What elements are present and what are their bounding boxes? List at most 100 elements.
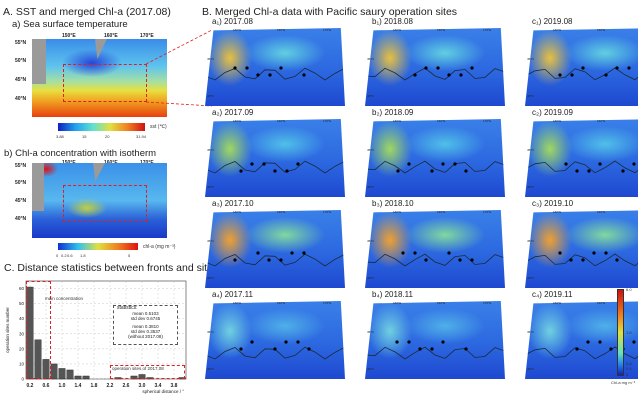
map-tick: 170°E [483,301,492,305]
map-tick: 40°N [367,367,374,371]
map-tick: 45°N [527,239,534,243]
y-tick-label: 10 [19,361,25,366]
operation-site [279,258,283,262]
map-tick: 170°E [483,28,492,32]
operation-site [441,162,445,166]
map-tick: 40°N [527,94,534,98]
operation-site [285,169,289,173]
front-contour [205,253,345,267]
operation-site [464,347,468,351]
map-tick: 40°N [207,185,214,189]
operation-site [256,73,260,77]
operation-site [447,251,451,255]
map-tick: 45°N [367,57,374,61]
front-contour [365,67,505,81]
cb-tick: 5 [128,253,131,258]
operation-site [424,258,428,262]
operation-site [632,162,636,166]
front-contour [365,160,505,174]
operation-site [407,162,411,166]
map-tick: 45°N [207,239,214,243]
operation-site [615,258,619,262]
operation-site [464,169,468,173]
cb-tick: 6.0 [626,287,632,292]
stats-mean: mean 0.5103 [132,311,159,316]
cb-tick: 0.4 [626,366,632,371]
operation-site [239,169,243,173]
colorbar-label: Chl-a mg m⁻³ [611,380,636,385]
map-tick: 160°E [597,210,606,214]
lon-tick: 170°E [140,33,154,39]
operation-site [436,66,440,70]
cb-tick: 0.8 [626,361,632,366]
histogram-bar [82,375,90,380]
sst-map [32,39,167,117]
y-tick-label: 40 [19,316,25,321]
operation-2017-label: operation sites of 2017.08 [112,366,164,371]
lat-tick: 40°N [15,96,27,102]
map-tick: 150°E [393,301,402,305]
operation-site [453,162,457,166]
operation-site [564,162,568,166]
operation-site [592,251,596,255]
panel-a-title: A. SST and merged Chl-a (2017.08) [3,6,171,18]
map-tick: 170°E [483,119,492,123]
x-tick-label: 0.6 [43,383,50,389]
map-tick: 170°E [323,301,332,305]
histogram-bar [42,359,50,380]
map-tick: 40°N [207,367,214,371]
map-label: a₁) 2017.08 [212,17,253,26]
x-tick-label: 3.0 [139,383,146,389]
operation-site [569,258,573,262]
front-contour [525,346,638,360]
operation-site [407,340,411,344]
study-area-box [63,64,147,102]
cb-tick: 1.8 [80,253,86,258]
lat-tick: 50°N [15,58,27,64]
map-tick: 170°E [323,210,332,214]
front-contour [205,67,345,81]
operation-site [604,251,608,255]
operation-site [302,251,306,255]
front-contour [205,160,345,174]
cb-tick: 3.88 [56,134,64,139]
operation-site [570,73,574,77]
map-tick: 40°N [207,276,214,280]
chl-site-map [525,210,638,288]
operation-site [424,66,428,70]
map-tick: 40°N [207,94,214,98]
operation-site [245,66,249,70]
operation-site [587,169,591,173]
operation-site [250,340,254,344]
x-tick-label: 2.6 [123,383,130,389]
operation-site [401,251,405,255]
chl-site-map [365,301,505,379]
y-axis-label: operation sites number [5,307,10,353]
land-kamchatka [32,163,44,211]
map-tick: 150°E [233,119,242,123]
chl-colorbar-label: chl-a (mg m⁻³) [143,244,176,250]
operation-site [470,66,474,70]
histogram-bar [130,375,138,380]
chl-colorbar-b [617,289,624,376]
map-tick: 150°E [233,301,242,305]
sst-subtitle: a) Sea surface temperature [12,19,128,30]
y-tick-label: 20 [19,346,25,351]
x-tick-label: 0.2 [27,383,34,389]
stats-mean-excl: mean 0.3810 [132,324,159,329]
chl-site-map [525,28,638,106]
map-tick: 160°E [277,301,286,305]
chl-colorbar [58,243,138,250]
operation-2017-box [110,365,185,379]
operation-site [627,66,631,70]
operation-site [273,169,277,173]
map-tick: 40°N [367,276,374,280]
operation-site [430,347,434,351]
x-tick-label: 3.8 [171,383,178,389]
map-tick: 40°N [367,185,374,189]
lat-tick: 40°N [15,216,27,222]
map-tick: 40°N [527,185,534,189]
map-label: b₄) 2018.11 [372,290,413,299]
panel-c-title: C. Distance statistics between fronts an… [4,262,219,274]
operation-site [267,258,271,262]
